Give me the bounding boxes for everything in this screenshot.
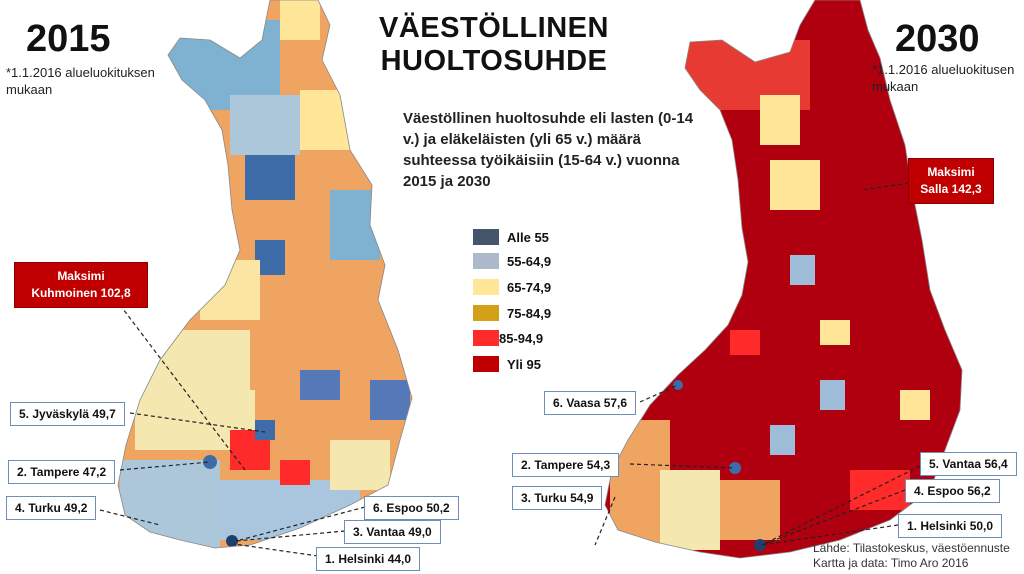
year-2030: 2030 [895,18,980,60]
legend-label: Alle 55 [507,229,549,245]
callout-espoo-2030: 4. Espoo 56,2 [905,479,1000,503]
max-box-2030: Maksimi Salla 142,3 [908,158,994,204]
legend-swatch [473,305,499,321]
callout-turku-2015: 4. Turku 49,2 [6,496,97,520]
page-title: VÄESTÖLLINEN HUOLTOSUHDE [360,12,628,78]
title-line1: VÄESTÖLLINEN [379,12,609,44]
legend-label: Yli 95 [507,356,541,372]
max-value: Salla 142,3 [920,182,982,196]
source-note: Lähde: Tilastokeskus, väestöennuste Kart… [813,541,1010,571]
legend-swatch [473,330,499,346]
callout-espoo-2015: 6. Espoo 50,2 [364,496,459,520]
legend-swatch [473,253,499,269]
legend-item-85-94: 85-94,9 [473,329,543,347]
legend-item-55-64: 55-64,9 [473,252,551,270]
source-line1: Lähde: Tilastokeskus, väestöennuste [813,541,1010,555]
legend-swatch [473,356,499,372]
legend-item-yli95: Yli 95 [473,355,541,373]
max-box-2015: Maksimi Kuhmoinen 102,8 [14,262,148,308]
legend-label: 85-94,9 [499,330,544,346]
callout-turku-2030: 3. Turku 54,9 [512,486,603,510]
source-line2: Kartta ja data: Timo Aro 2016 [813,556,969,570]
max-label: Maksimi [927,165,975,179]
legend-swatch [473,229,499,245]
callout-vantaa-2030: 5. Vantaa 56,4 [920,452,1017,476]
legend-item-75-84: 75-84,9 [473,304,551,322]
legend-label: 65-74,9 [507,279,552,295]
year-2015: 2015 [26,18,111,60]
note-2015: *1.1.2016 alueluokituksen mukaan [6,65,155,97]
title-line2: HUOLTOSUHDE [380,45,608,77]
callout-helsinki-2030: 1. Helsinki 50,0 [898,514,1003,538]
max-label: Maksimi [57,269,105,283]
note-2030: *1.1.2016 alueluokitusen mukaan [872,62,1015,94]
max-value: Kuhmoinen 102,8 [31,286,131,300]
legend-label: 55-64,9 [507,253,552,269]
legend-item-65-74: 65-74,9 [473,278,551,296]
callout-tampere-2015: 2. Tampere 47,2 [8,460,116,484]
callout-tampere-2030: 2. Tampere 54,3 [512,453,620,477]
description: Väestöllinen huoltosuhde eli lasten (0-1… [403,110,694,190]
leader-lines [99,182,921,558]
callout-jyvaskyla-2015: 5. Jyväskylä 49,7 [10,402,125,426]
callout-vantaa-2015: 3. Vantaa 49,0 [344,520,441,544]
callout-vaasa-2030: 6. Vaasa 57,6 [544,391,637,415]
legend-label: 75-84,9 [507,305,552,321]
callout-helsinki-2015: 1. Helsinki 44,0 [316,547,421,571]
map-2030 [604,0,963,559]
legend-swatch [473,279,499,295]
legend-item-alle55: Alle 55 [473,228,549,246]
